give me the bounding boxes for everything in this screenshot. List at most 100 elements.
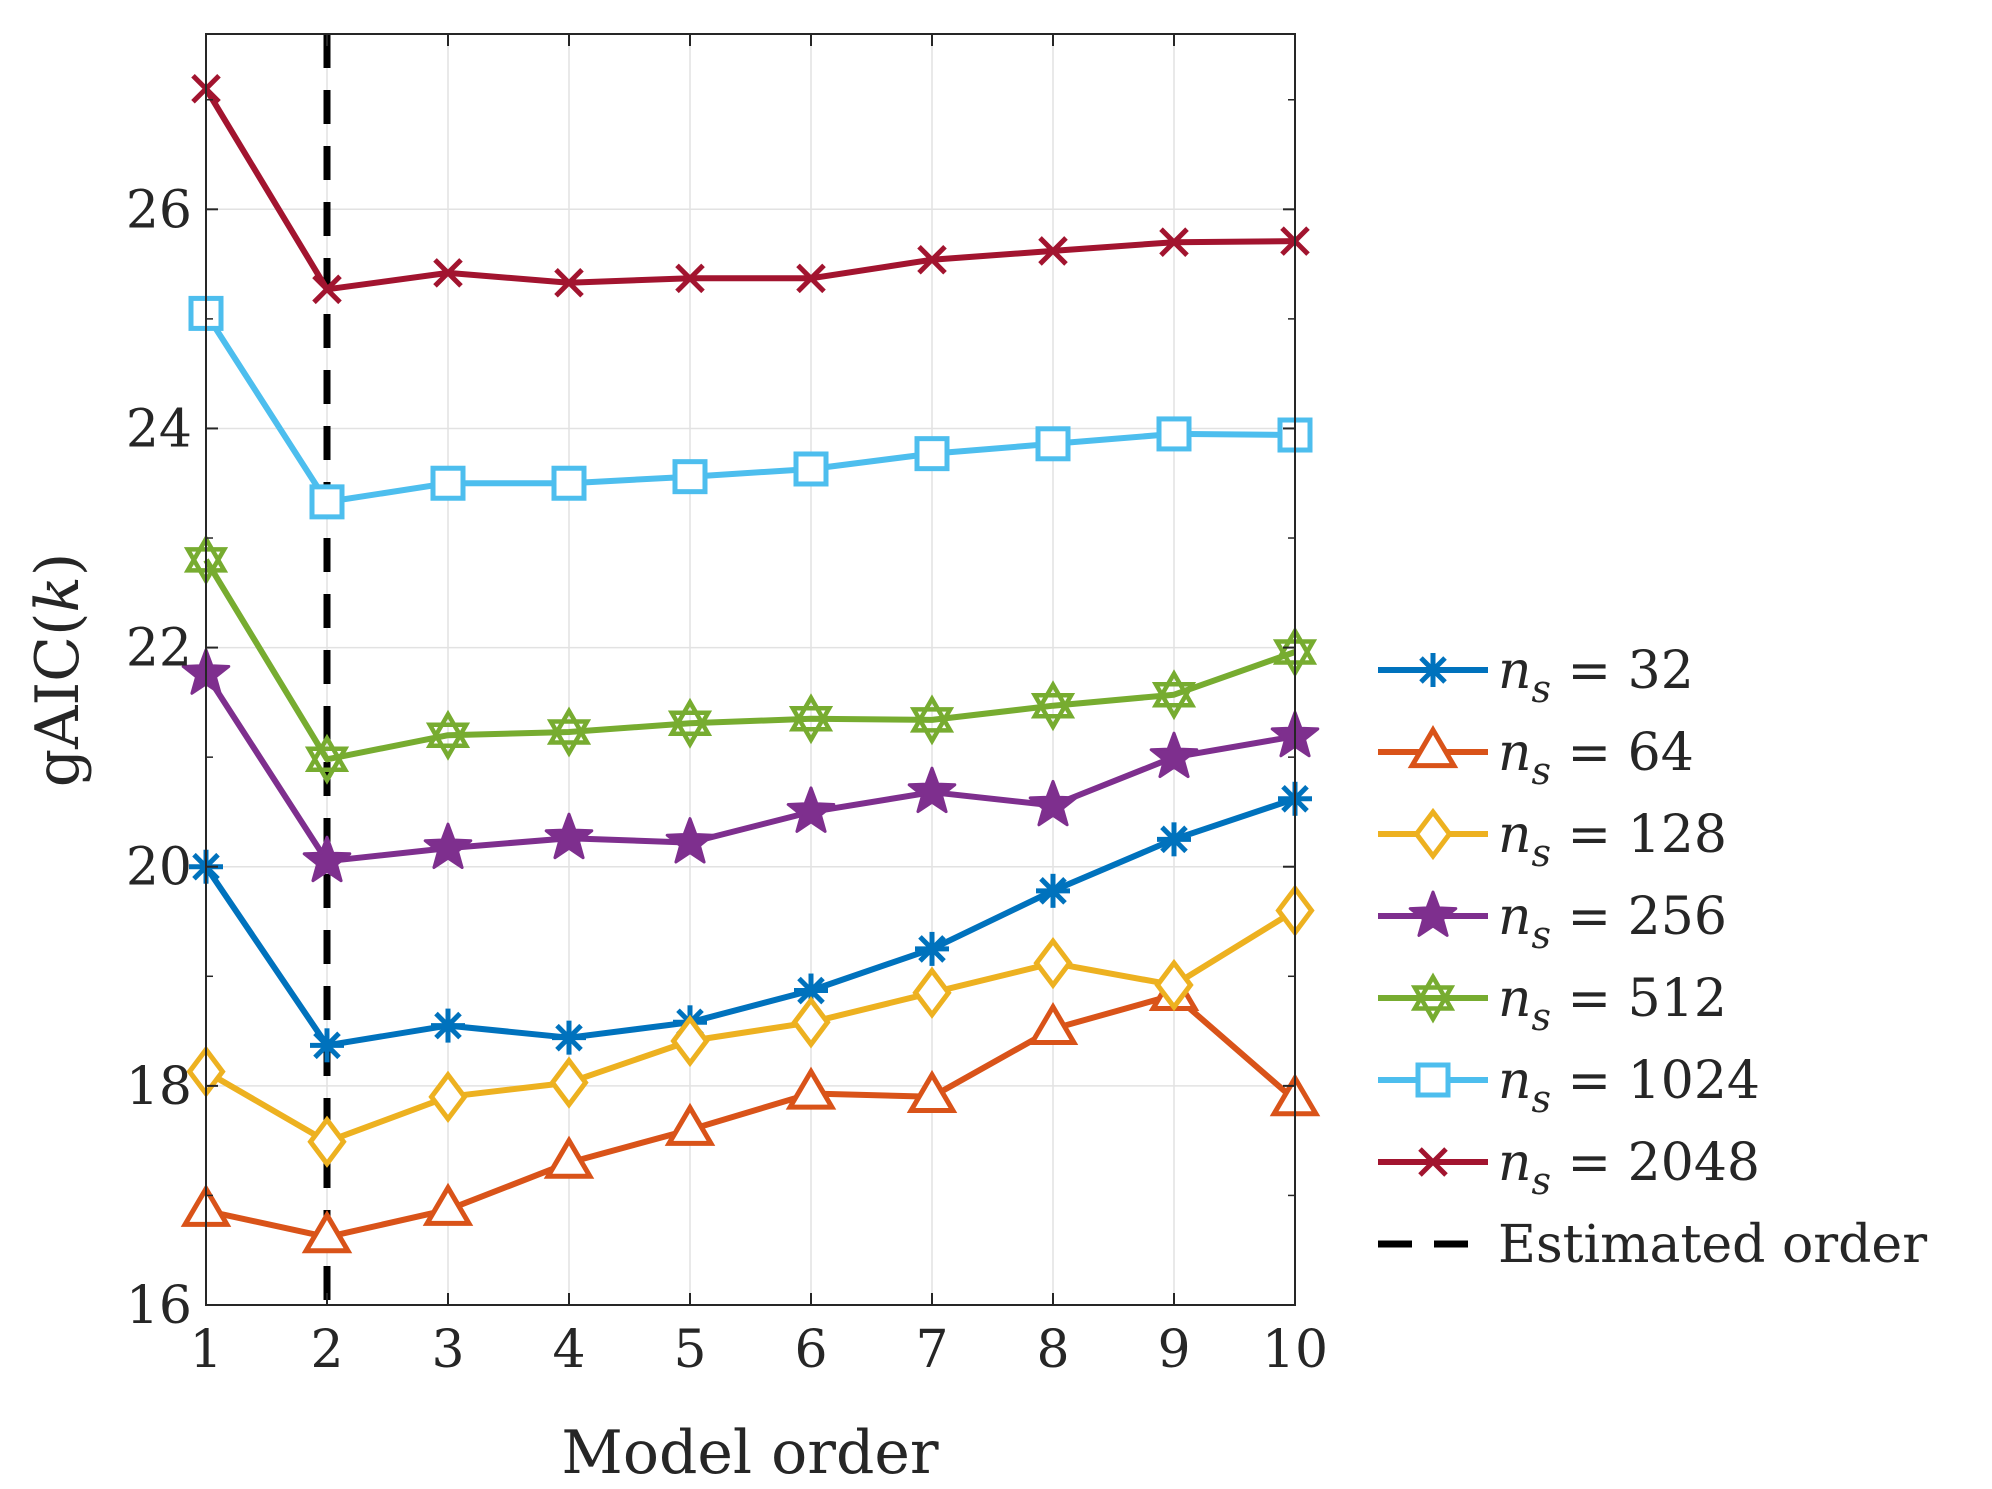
series-line: [203, 795, 1296, 1049]
marker-x: [312, 274, 342, 305]
legend-label: ns = 512: [1498, 969, 1727, 1039]
series-512: [183, 534, 1318, 785]
marker-hexagram: [1151, 669, 1197, 721]
x-tick-label: 3: [431, 1320, 464, 1380]
marker-triangle: [1407, 725, 1459, 769]
marker-pentagram: [665, 817, 715, 864]
marker-diamond: [549, 1056, 589, 1109]
marker-diamond: [1154, 958, 1194, 1012]
x-tick-label: 2: [310, 1320, 343, 1380]
x-tick-label: 8: [1036, 1320, 1069, 1380]
series-line: [203, 558, 1296, 763]
y-tick-label: 24: [126, 399, 192, 459]
x-axis-title: Model order: [561, 1418, 938, 1488]
marker-asterisk: [1036, 873, 1070, 908]
marker-square: [1156, 416, 1192, 452]
marker-hexagram: [425, 709, 471, 761]
marker-square: [430, 465, 466, 501]
marker-hexagram: [304, 733, 350, 785]
marker-hexagram: [546, 706, 592, 758]
x-tick-label: 6: [794, 1320, 827, 1380]
marker-square: [309, 484, 345, 520]
marker-triangle: [301, 1210, 353, 1254]
series-256: [181, 648, 1320, 883]
marker-asterisk: [915, 931, 949, 966]
legend-item: ns = 32: [1378, 641, 1694, 711]
marker-diamond: [791, 996, 831, 1049]
marker-square: [793, 451, 829, 487]
marker-diamond: [670, 1014, 710, 1068]
marker-pentagram: [423, 822, 473, 869]
marker-x: [1038, 236, 1068, 266]
marker-x: [433, 258, 463, 288]
legend-item: ns = 128: [1378, 805, 1727, 875]
legend-item-estimated-order: Estimated order: [1378, 1215, 1927, 1275]
marker-x: [917, 244, 947, 275]
legend-item: ns = 1024: [1378, 1051, 1760, 1121]
y-axis-title: gAIC(k): [23, 553, 93, 788]
y-tick-label: 22: [126, 619, 192, 679]
axis-ticks: [205, 34, 1296, 1306]
marker-triangle: [422, 1182, 474, 1226]
marker-hexagram: [788, 693, 834, 745]
legend-item: ns = 512: [1378, 969, 1727, 1039]
marker-square: [551, 465, 587, 501]
marker-pentagram: [1149, 731, 1199, 779]
marker-hexagram: [909, 694, 955, 746]
y-tick-label: 20: [126, 838, 192, 898]
y-tick-label: 18: [126, 1057, 192, 1117]
marker-hexagram: [1410, 972, 1456, 1024]
legend-label: ns = 64: [1498, 723, 1694, 793]
marker-pentagram: [302, 835, 352, 883]
legend-label: ns = 1024: [1498, 1051, 1760, 1121]
marker-x: [1418, 1147, 1448, 1177]
marker-asterisk: [1416, 653, 1450, 687]
series-line: [203, 311, 1296, 505]
x-tick-label: 4: [552, 1320, 585, 1380]
marker-x: [554, 267, 584, 298]
marker-square: [672, 459, 708, 495]
series-64: [180, 967, 1321, 1254]
legend-label: ns = 32: [1498, 641, 1694, 711]
marker-triangle: [1027, 1001, 1079, 1046]
marker-asterisk: [1157, 822, 1191, 857]
y-tick-label: 26: [126, 180, 192, 240]
marker-x: [796, 263, 826, 294]
legend: ns = 32 ns = 64 ns = 128 ns = 256 ns = 512 ns…: [1378, 641, 1927, 1275]
legend-label: ns = 256: [1498, 887, 1727, 957]
series-line: [205, 991, 1297, 1241]
marker-square: [1415, 1062, 1451, 1098]
marker-asterisk: [794, 973, 828, 1008]
marker-square: [914, 436, 950, 472]
legend-label: ns = 128: [1498, 805, 1727, 875]
marker-hexagram: [667, 697, 713, 749]
marker-pentagram: [544, 812, 594, 860]
series-1024: [188, 295, 1313, 520]
data-series: [180, 74, 1321, 1254]
series-2048: [191, 74, 1310, 305]
marker-x: [1159, 227, 1189, 257]
x-tick-label: 5: [673, 1320, 706, 1380]
marker-triangle: [543, 1135, 595, 1179]
series-line: [203, 87, 1296, 293]
legend-item: ns = 2048: [1378, 1133, 1760, 1203]
marker-pentagram: [786, 786, 836, 833]
series-line: [204, 908, 1297, 1145]
marker-x: [675, 263, 705, 294]
x-tick-label: 7: [915, 1320, 948, 1380]
legend-item: ns = 64: [1378, 723, 1694, 793]
marker-triangle: [785, 1066, 837, 1110]
marker-triangle: [664, 1102, 716, 1146]
legend-item: ns = 256: [1378, 887, 1727, 957]
marker-triangle: [906, 1069, 958, 1113]
marker-square: [1035, 426, 1071, 462]
marker-diamond: [1413, 807, 1453, 861]
marker-diamond: [1033, 936, 1073, 990]
marker-pentagram: [907, 766, 957, 814]
x-tick-label: 9: [1157, 1320, 1190, 1380]
marker-pentagram: [1408, 890, 1458, 937]
marker-asterisk: [552, 1020, 586, 1055]
marker-diamond: [912, 966, 952, 1019]
x-tick-label: 10: [1262, 1320, 1328, 1380]
